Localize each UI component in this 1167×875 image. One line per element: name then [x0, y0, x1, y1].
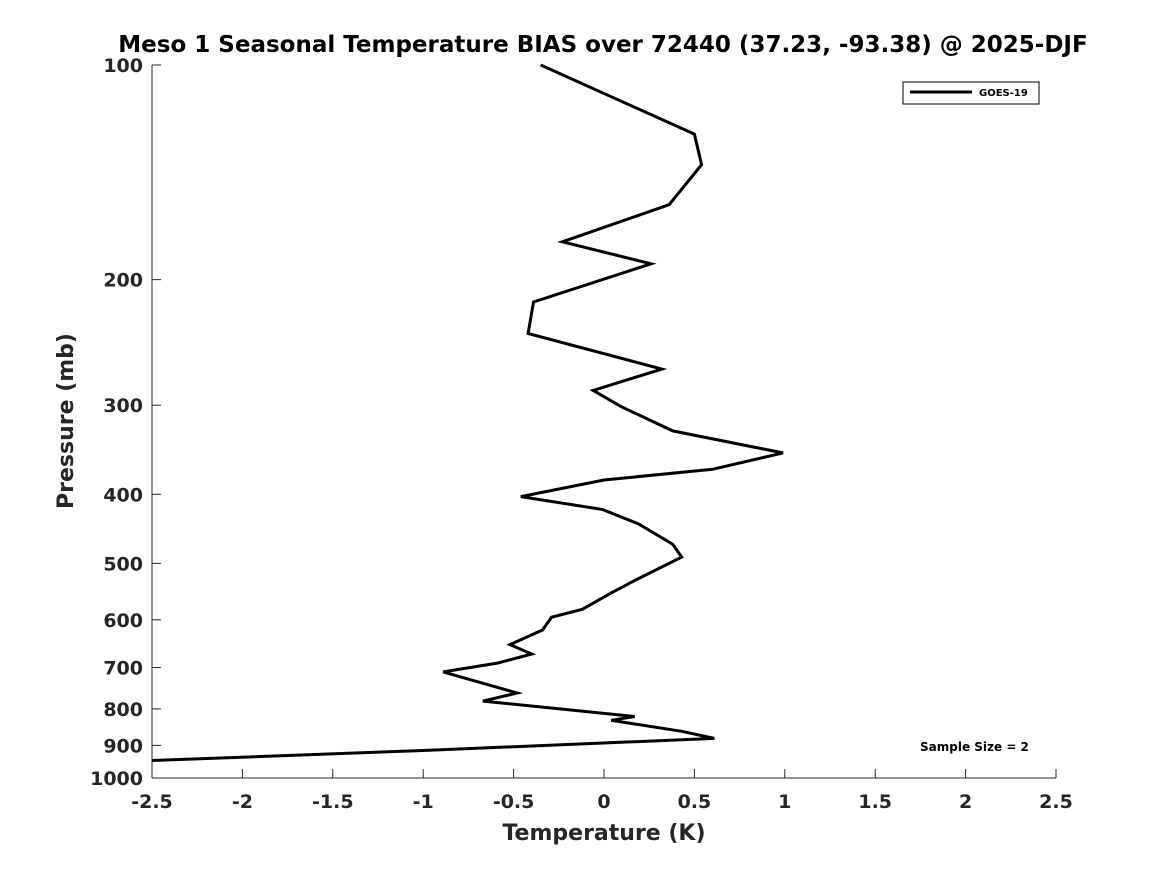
y-axis-label: Pressure (mb): [54, 333, 79, 509]
x-tick-label: -1.5: [312, 791, 354, 813]
y-ticks: 100 200 300 400 500 600 700 800 900 1000: [90, 55, 161, 790]
y-tick-label: 900: [103, 735, 143, 757]
y-tick-label: 800: [103, 699, 143, 721]
y-tick-label: 1000: [90, 768, 143, 790]
y-tick-label: 200: [103, 270, 143, 292]
y-tick-label: 300: [103, 395, 143, 417]
plot-frame: [151, 65, 1056, 779]
x-tick-label: -2: [232, 791, 253, 813]
series-layer: [151, 63, 784, 762]
x-tick-label: 1: [778, 791, 791, 813]
legend: GOES-19: [902, 81, 1040, 105]
x-tick-label: 0.5: [678, 791, 712, 813]
x-axis-label: Temperature (K): [502, 821, 705, 846]
x-tick-label: -1: [413, 791, 434, 813]
series-line-goes-19: [151, 63, 784, 762]
x-ticks: -2.5 -2 -1.5 -1 -0.5 0 0.5 1 1.5 2 2.5: [131, 769, 1073, 813]
x-tick-label: 2.5: [1039, 791, 1073, 813]
y-tick-label: 700: [103, 658, 143, 680]
chart-title: Meso 1 Seasonal Temperature BIAS over 72…: [118, 32, 1087, 58]
y-tick-label: 500: [103, 553, 143, 575]
y-tick-label: 100: [103, 55, 143, 77]
legend-entry-goes-19: GOES-19: [979, 88, 1028, 99]
x-tick-label: -2.5: [131, 791, 173, 813]
x-tick-label: 2: [959, 791, 972, 813]
sample-size-annotation: Sample Size = 2: [920, 740, 1029, 754]
y-tick-label: 600: [103, 610, 143, 632]
y-tick-label: 400: [103, 484, 143, 506]
x-tick-label: 0: [597, 791, 610, 813]
x-tick-label: -0.5: [493, 791, 535, 813]
x-tick-label: 1.5: [858, 791, 892, 813]
